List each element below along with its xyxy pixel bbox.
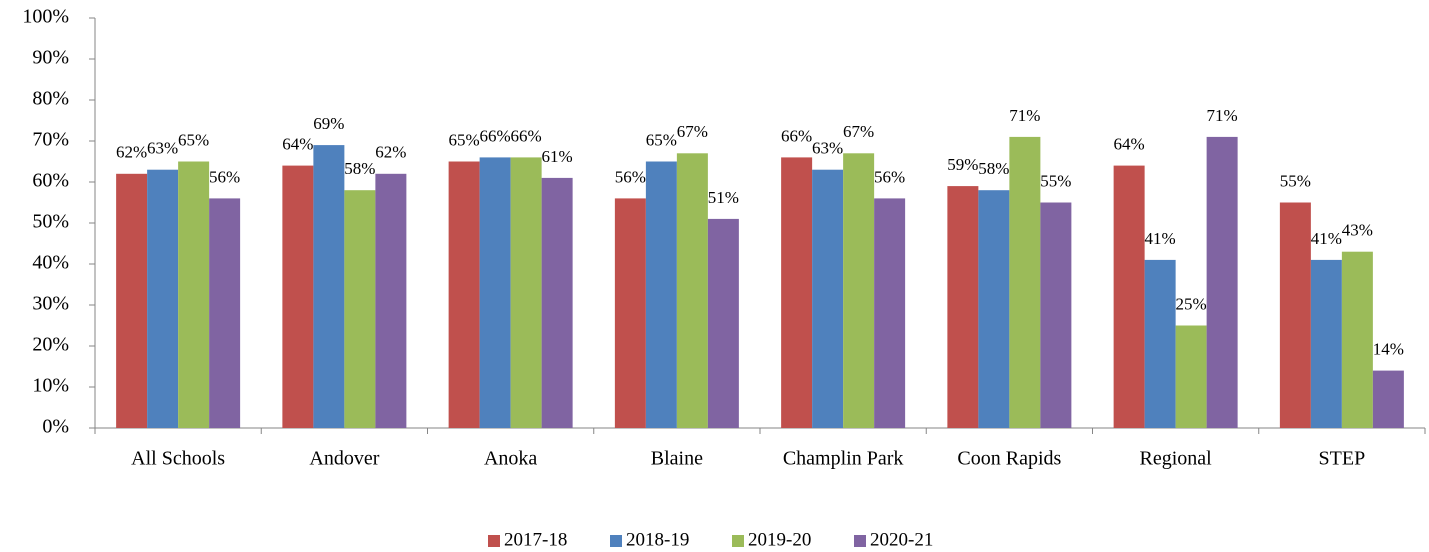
bar bbox=[614, 198, 646, 428]
data-label: 43% bbox=[1342, 221, 1373, 240]
legend-swatch bbox=[854, 535, 866, 547]
data-label: 41% bbox=[1145, 229, 1176, 248]
data-label: 62% bbox=[116, 143, 147, 162]
x-tick-label: STEP bbox=[1319, 448, 1366, 470]
bar bbox=[1341, 251, 1373, 428]
data-label: 64% bbox=[1114, 135, 1145, 154]
bar bbox=[812, 169, 844, 428]
bar bbox=[541, 177, 573, 428]
y-tick-label: 20% bbox=[32, 334, 69, 356]
bar bbox=[978, 190, 1010, 428]
legend-swatch bbox=[732, 535, 744, 547]
bar bbox=[344, 190, 376, 428]
bar bbox=[1206, 136, 1238, 428]
data-label: 67% bbox=[677, 122, 708, 141]
bar bbox=[1279, 202, 1311, 428]
y-tick-label: 100% bbox=[22, 6, 69, 28]
legend-label: 2020-21 bbox=[870, 529, 933, 550]
bar bbox=[510, 157, 542, 428]
legend-swatch bbox=[610, 535, 622, 547]
bar bbox=[1040, 202, 1072, 428]
bar bbox=[1175, 325, 1207, 428]
bar bbox=[116, 173, 148, 428]
x-tick-label: Andover bbox=[309, 448, 379, 470]
bar bbox=[209, 198, 241, 428]
bar bbox=[1144, 259, 1176, 428]
data-label: 67% bbox=[843, 122, 874, 141]
data-label: 59% bbox=[947, 155, 978, 174]
data-label: 71% bbox=[1207, 106, 1238, 125]
data-label: 55% bbox=[1040, 171, 1071, 190]
bar bbox=[676, 153, 708, 429]
y-tick-label: 50% bbox=[32, 211, 69, 233]
data-label: 56% bbox=[615, 167, 646, 186]
data-label: 63% bbox=[147, 139, 178, 158]
y-tick-label: 90% bbox=[32, 47, 69, 69]
x-tick-label: Anoka bbox=[484, 448, 537, 470]
data-label: 25% bbox=[1176, 294, 1207, 313]
data-label: 65% bbox=[646, 130, 677, 149]
data-label: 56% bbox=[874, 167, 905, 186]
legend-label: 2018-19 bbox=[626, 529, 689, 550]
data-label: 66% bbox=[511, 126, 542, 145]
y-tick-label: 60% bbox=[32, 170, 69, 192]
data-label: 14% bbox=[1373, 340, 1404, 359]
bar bbox=[1113, 165, 1145, 428]
data-label: 65% bbox=[449, 130, 480, 149]
data-label: 62% bbox=[375, 143, 406, 162]
y-tick-label: 40% bbox=[32, 252, 69, 274]
bar bbox=[645, 161, 677, 428]
x-tick-label: Coon Rapids bbox=[957, 448, 1061, 470]
data-label: 56% bbox=[209, 167, 240, 186]
data-label: 65% bbox=[178, 130, 209, 149]
data-label: 66% bbox=[480, 126, 511, 145]
bar bbox=[947, 186, 979, 428]
bar bbox=[1009, 136, 1041, 428]
bar bbox=[874, 198, 906, 428]
data-label: 51% bbox=[708, 188, 739, 207]
bar bbox=[843, 153, 875, 429]
bar bbox=[448, 161, 480, 428]
y-tick-label: 70% bbox=[32, 129, 69, 151]
bar bbox=[178, 161, 210, 428]
legend-label: 2019-20 bbox=[748, 529, 811, 550]
bar bbox=[147, 169, 179, 428]
bar bbox=[1372, 370, 1404, 428]
y-tick-label: 30% bbox=[32, 293, 69, 315]
data-label: 55% bbox=[1280, 171, 1311, 190]
data-label: 58% bbox=[978, 159, 1009, 178]
data-label: 61% bbox=[542, 147, 573, 166]
y-tick-label: 10% bbox=[32, 375, 69, 397]
x-tick-label: Champlin Park bbox=[783, 448, 904, 470]
bar bbox=[313, 145, 345, 428]
x-tick-label: Regional bbox=[1140, 448, 1213, 470]
data-label: 64% bbox=[282, 135, 313, 154]
data-label: 63% bbox=[812, 139, 843, 158]
data-label: 69% bbox=[313, 114, 344, 133]
bar bbox=[375, 173, 407, 428]
bar bbox=[479, 157, 511, 428]
legend-label: 2017-18 bbox=[504, 529, 567, 550]
legend-swatch bbox=[488, 535, 500, 547]
y-tick-label: 80% bbox=[32, 88, 69, 110]
data-label: 58% bbox=[344, 159, 375, 178]
bar bbox=[1310, 259, 1342, 428]
x-tick-label: All Schools bbox=[131, 448, 225, 470]
bar bbox=[282, 165, 314, 428]
y-tick-label: 0% bbox=[42, 416, 69, 438]
bar bbox=[707, 218, 739, 428]
data-label: 66% bbox=[781, 126, 812, 145]
data-label: 41% bbox=[1311, 229, 1342, 248]
x-tick-label: Blaine bbox=[651, 448, 703, 470]
data-label: 71% bbox=[1009, 106, 1040, 125]
bar bbox=[781, 157, 813, 428]
